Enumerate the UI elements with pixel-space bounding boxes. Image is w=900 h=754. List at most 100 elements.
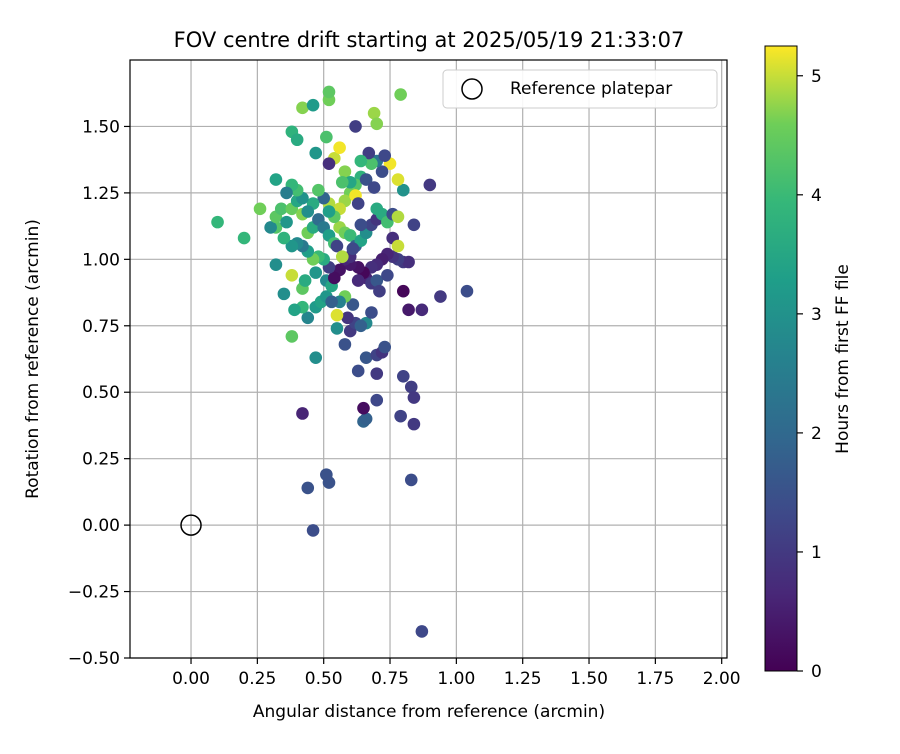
data-point — [338, 338, 352, 351]
data-point — [301, 205, 315, 218]
x-axis-ticks: 0.00 0.25 0.50 0.75 1.00 1.25 1.50 1.75 2.00 — [172, 658, 741, 689]
legend-box — [442, 69, 718, 109]
data-point — [423, 178, 437, 192]
data-point — [320, 468, 333, 481]
data-point — [362, 146, 376, 160]
data-point — [328, 271, 341, 285]
data-point — [264, 221, 277, 234]
data-point — [277, 287, 291, 301]
x-tick-label: 1.00 — [437, 669, 475, 689]
data-point — [351, 274, 365, 287]
x-tick-label: 0.25 — [238, 669, 276, 689]
data-point — [285, 268, 299, 282]
data-point — [325, 295, 338, 309]
colorbar-tick-label: 2 — [811, 424, 822, 444]
data-point — [367, 181, 381, 194]
colorbar-gradient — [764, 45, 798, 672]
scatter-points — [211, 85, 474, 638]
y-tick-label: 1.25 — [82, 184, 120, 204]
data-point — [434, 290, 447, 303]
data-point — [335, 250, 349, 263]
data-point — [354, 154, 368, 168]
data-point — [309, 146, 323, 160]
data-point — [285, 330, 299, 343]
plot-area-frame — [129, 59, 728, 659]
data-point — [378, 149, 392, 162]
data-point — [365, 157, 378, 170]
data-point — [391, 210, 405, 224]
data-point — [290, 133, 304, 147]
data-point — [415, 625, 429, 638]
data-point — [298, 274, 312, 287]
colorbar-label: Hours from first FF file — [833, 264, 853, 454]
data-point — [359, 351, 373, 364]
data-point — [460, 284, 474, 298]
legend: Reference platepar — [442, 69, 718, 109]
data-point — [333, 141, 346, 155]
data-point — [306, 98, 320, 112]
data-point — [341, 311, 354, 325]
data-point — [349, 120, 362, 133]
legend-label-reference: Reference platepar — [510, 79, 672, 99]
data-point — [407, 417, 421, 431]
colorbar: 0 1 2 3 4 5 Hours from first FF file — [764, 45, 853, 682]
y-tick-label: −0.50 — [68, 649, 120, 669]
data-point — [322, 205, 336, 218]
colorbar-tick-label: 1 — [811, 543, 822, 563]
y-axis-label: Rotation from reference (arcmin) — [23, 219, 43, 499]
data-point — [301, 311, 315, 325]
data-point — [277, 231, 291, 245]
y-tick-label: 0.00 — [82, 516, 120, 536]
data-point — [330, 239, 344, 253]
x-tick-label: 0.50 — [305, 669, 343, 689]
data-point — [357, 401, 370, 415]
data-point — [407, 218, 421, 232]
colorbar-tick-label: 4 — [811, 186, 822, 206]
data-point — [280, 186, 293, 200]
data-point — [370, 393, 384, 407]
data-point — [338, 165, 352, 178]
data-point — [269, 173, 283, 186]
data-point — [391, 173, 405, 186]
data-point — [370, 274, 384, 287]
data-point — [381, 268, 394, 282]
data-point — [396, 369, 410, 383]
data-point — [391, 239, 405, 253]
y-tick-label: 1.50 — [82, 117, 120, 137]
data-point — [370, 117, 384, 131]
data-point — [237, 231, 251, 245]
data-point — [322, 85, 336, 99]
x-axis-label: Angular distance from reference (arcmin) — [253, 702, 605, 722]
data-point — [354, 319, 368, 333]
data-point — [280, 215, 293, 229]
data-point — [394, 409, 407, 423]
data-point — [330, 322, 344, 335]
data-point — [370, 367, 384, 380]
y-tick-label: 0.25 — [82, 450, 120, 470]
data-point — [375, 165, 389, 178]
data-point — [346, 242, 360, 256]
data-point — [415, 303, 429, 317]
x-tick-label: 0.00 — [172, 669, 210, 689]
data-point — [351, 197, 365, 210]
x-tick-label: 1.75 — [636, 669, 674, 689]
data-point — [359, 173, 373, 186]
x-tick-label: 1.25 — [504, 669, 542, 689]
data-point — [367, 106, 381, 120]
colorbar-tick-label: 3 — [811, 305, 822, 325]
data-point — [335, 175, 349, 189]
chart-title: FOV centre drift starting at 2025/05/19 … — [174, 28, 685, 52]
data-point — [402, 303, 415, 317]
data-point — [402, 255, 415, 269]
x-tick-label: 2.00 — [703, 669, 741, 689]
data-point — [359, 412, 373, 426]
data-point — [373, 284, 386, 298]
data-point — [288, 303, 301, 317]
legend-marker-reference — [461, 78, 483, 100]
data-point — [396, 183, 410, 197]
data-point — [309, 266, 323, 279]
x-tick-label: 0.75 — [371, 669, 409, 689]
data-point — [322, 157, 336, 170]
y-axis-ticks: −0.50 −0.25 0.00 0.25 0.50 0.75 1.00 1.25 1.50 — [68, 117, 130, 669]
